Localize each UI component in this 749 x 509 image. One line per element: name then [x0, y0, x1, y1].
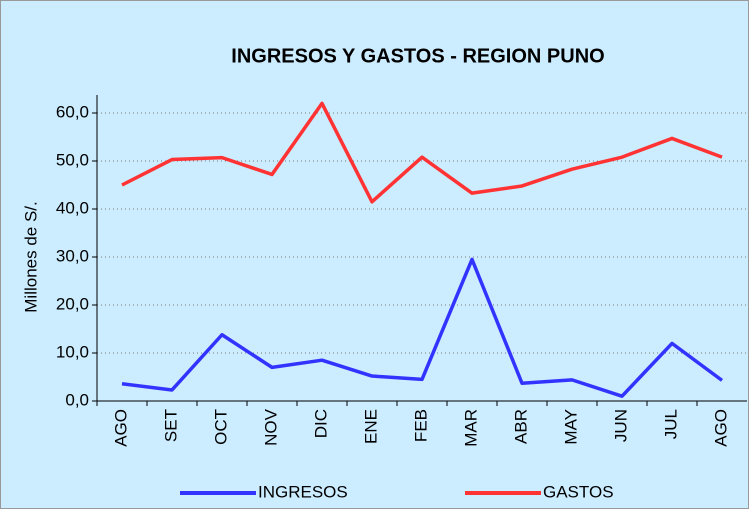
y-tick-label: 20,0: [56, 294, 89, 313]
y-tick-label: 0,0: [65, 390, 89, 409]
x-tick-label: DIC: [311, 409, 330, 438]
x-tick-label: NOV: [261, 408, 280, 446]
x-tick-label: JUN: [611, 409, 630, 442]
x-tick-label: MAY: [561, 409, 580, 445]
x-tick-label: MAR: [461, 409, 480, 447]
chart-title: INGRESOS Y GASTOS - REGION PUNO: [231, 45, 604, 67]
x-tick-label: JUL: [661, 409, 680, 439]
line-series: [121, 101, 723, 204]
x-tick-label: OCT: [211, 409, 230, 445]
x-tick-label: SET: [161, 409, 180, 442]
x-tick-label: ENE: [361, 409, 380, 444]
x-tick-label: ABR: [511, 409, 530, 444]
legend-label: GASTOS: [543, 482, 614, 501]
y-axis-label: Millones de S/.: [21, 201, 40, 313]
line-series: [121, 257, 724, 398]
x-tick-label: AGO: [111, 409, 130, 447]
x-tick-label: FEB: [411, 409, 430, 442]
x-tick-label: AGO: [711, 409, 730, 447]
y-tick-label: 10,0: [56, 342, 89, 361]
y-tick-label: 30,0: [56, 246, 89, 265]
y-tick-label: 60,0: [56, 102, 89, 121]
y-tick-label: 50,0: [56, 150, 89, 169]
legend-label: INGRESOS: [258, 482, 348, 501]
y-tick-label: 40,0: [56, 198, 89, 217]
